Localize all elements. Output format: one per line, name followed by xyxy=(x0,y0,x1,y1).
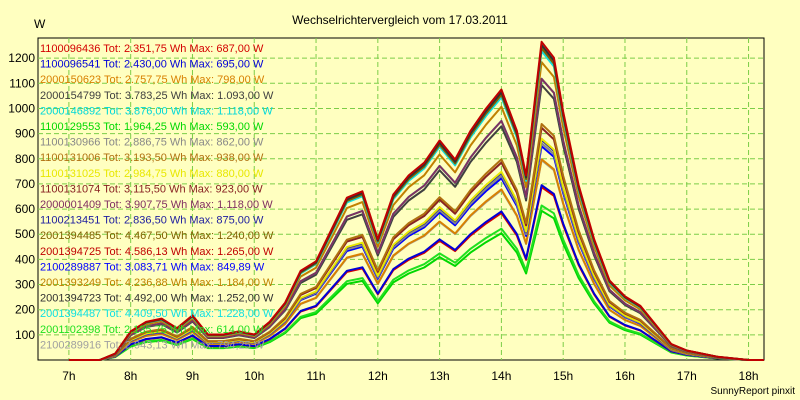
plot-frame xyxy=(37,37,765,361)
legend-entry-1100213451: 1100213451 Tot: 2.836,50 Wh Max: 875,00 … xyxy=(40,215,264,227)
y-tick-label: 500 xyxy=(15,227,35,241)
legend-entry-1100131074: 1100131074 Tot: 3.115,50 Wh Max: 923,00 … xyxy=(40,183,263,195)
y-axis-label: W xyxy=(34,17,46,31)
legend-entry-2000146892: 2000146892 Tot: 3.876,00 Wh Max: 1.118,0… xyxy=(40,105,273,117)
legend-entry-1100131006: 1100131006 Tot: 3.193,50 Wh Max: 938,00 … xyxy=(40,152,264,164)
legend-entry-2001394487: 2001394487 Tot: 4.409,50 Wh Max: 1.228,0… xyxy=(40,308,274,320)
x-tick-label: 11h xyxy=(306,369,325,383)
series-line-2001102398 xyxy=(68,204,764,361)
series-line-1100131006 xyxy=(68,123,764,361)
legend-entry-1100096541: 1100096541 Tot: 2.430,00 Wh Max: 695,00 … xyxy=(40,59,264,71)
x-tick-label: 13h xyxy=(430,369,450,383)
y-tick-label: 800 xyxy=(15,152,35,166)
legend-entry-2001394723: 2001394723 Tot: 4.492,00 Wh Max: 1.252,0… xyxy=(40,293,274,305)
footer-credit: SunnyReport pinxit xyxy=(711,386,796,397)
x-tick-label: 12h xyxy=(368,369,388,383)
y-tick-label: 1200 xyxy=(8,51,35,65)
legend-entry-1100096436: 1100096436 Tot: 2.351,75 Wh Max: 687,00 … xyxy=(40,43,264,55)
series-line-2000001409 xyxy=(68,77,764,361)
x-tick-label: 10h xyxy=(244,369,264,383)
x-tick-label: 7h xyxy=(62,369,75,383)
legend-entry-2001394485: 2001394485 Tot: 4.467,50 Wh Max: 1.240,0… xyxy=(40,230,274,242)
y-tick-label: 300 xyxy=(15,278,35,292)
legend-entry-2100289887: 2100289887 Tot: 3.083,71 Wh Max: 849,89 … xyxy=(40,261,265,273)
series-line-1100131025 xyxy=(68,137,764,361)
chart-title: Wechselrichtervergleich vom 17.03.2011 xyxy=(292,13,508,27)
series-line-2001394725 xyxy=(68,40,764,361)
x-tick-label: 18h xyxy=(739,369,759,383)
legend-entry-1100129553: 1100129553 Tot: 1.964,25 Wh Max: 593,00 … xyxy=(40,121,264,133)
series-line-1100096541 xyxy=(68,184,764,361)
legend-entry-2001394725: 2001394725 Tot: 4.586,13 Wh Max: 1.265,0… xyxy=(40,246,274,258)
x-tick-label: 16h xyxy=(615,369,635,383)
y-tick-label: 200 xyxy=(15,303,35,317)
y-tick-label: 700 xyxy=(15,177,35,191)
x-tick-label: 14h xyxy=(491,369,511,383)
y-tick-label: 1100 xyxy=(9,76,35,90)
series-line-2000150623 xyxy=(68,158,764,361)
legend-entry-2000150623: 2000150623 Tot: 2.757,75 Wh Max: 798,00 … xyxy=(40,74,265,86)
legend-entry-1100131025: 1100131025 Tot: 2.984,75 Wh Max: 880,00 … xyxy=(40,168,264,180)
legend-entry-2000001409: 2000001409 Tot: 3.907,75 Wh Max: 1.118,0… xyxy=(40,199,273,211)
y-tick-label: 100 xyxy=(15,328,35,342)
legend-entry-2100289916: 2100289916 Tot: 2.943,13 Wh Max: 794,25 … xyxy=(40,339,265,351)
y-tick-label: 600 xyxy=(15,202,35,216)
legend-entry-1100130966: 1100130966 Tot: 2.886,75 Wh Max: 862,00 … xyxy=(40,137,264,149)
x-tick-label: 17h xyxy=(677,369,697,383)
x-tick-label: 15h xyxy=(553,369,573,383)
x-tick-label: 8h xyxy=(124,369,137,383)
legend-entry-2000154799: 2000154799 Tot: 3.783,25 Wh Max: 1.093,0… xyxy=(40,90,274,102)
y-tick-label: 400 xyxy=(15,252,35,266)
x-tick-label: 9h xyxy=(186,369,199,383)
legend-entry-2001393249: 2001393249 Tot: 4.236,88 Wh Max: 1.184,0… xyxy=(40,277,274,289)
y-tick-label: 1000 xyxy=(8,101,35,115)
plot-area: 100 200 300 400 500 600 700 800 900 1000 1100 1200 7… xyxy=(8,37,765,383)
legend-entry-2001102398: 2001102398 Tot: 2.135,75 Wh Max: 614,00 … xyxy=(40,324,264,336)
legend: 1100096436 Tot: 2.351,75 Wh Max: 687,00 … xyxy=(40,43,274,351)
y-tick-label: 900 xyxy=(15,127,35,141)
